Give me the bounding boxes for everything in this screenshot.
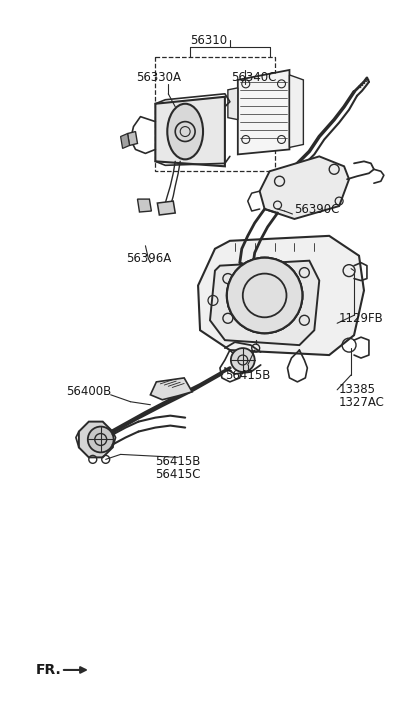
Text: 56396A: 56396A [126, 252, 171, 265]
Polygon shape [79, 422, 113, 457]
Text: 56310: 56310 [191, 33, 228, 47]
Polygon shape [137, 199, 151, 212]
Circle shape [227, 257, 303, 333]
Text: 56415C: 56415C [155, 467, 201, 481]
Polygon shape [290, 75, 303, 148]
Polygon shape [260, 156, 349, 219]
Text: 1129FB: 1129FB [339, 312, 384, 325]
Circle shape [231, 348, 255, 372]
Text: 56415B: 56415B [155, 455, 201, 468]
Polygon shape [127, 132, 137, 145]
Polygon shape [238, 70, 290, 154]
Text: 13385: 13385 [339, 383, 376, 396]
Text: FR.: FR. [36, 663, 62, 677]
Text: 56415B: 56415B [225, 369, 270, 382]
Circle shape [88, 427, 114, 452]
Text: 1327AC: 1327AC [339, 396, 385, 409]
Circle shape [227, 257, 303, 333]
Polygon shape [121, 134, 129, 148]
Bar [155, 57, 274, 172]
Text: 56330A: 56330A [136, 71, 181, 84]
Text: 56340C: 56340C [231, 71, 276, 84]
Ellipse shape [167, 104, 203, 159]
Text: 56390C: 56390C [295, 203, 340, 215]
Polygon shape [150, 378, 192, 400]
Polygon shape [198, 236, 364, 355]
Polygon shape [155, 97, 225, 166]
Polygon shape [158, 201, 175, 215]
Polygon shape [228, 88, 238, 120]
Text: 56400B: 56400B [66, 385, 111, 398]
Circle shape [227, 257, 303, 333]
Polygon shape [210, 261, 319, 345]
